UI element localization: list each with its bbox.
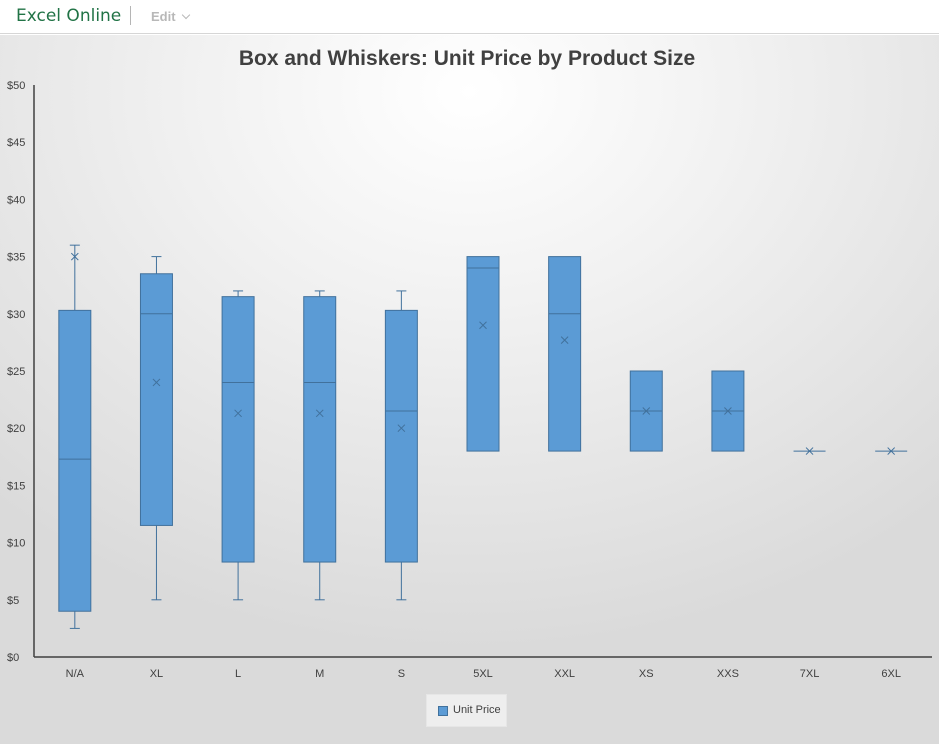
x-tick-label: S xyxy=(398,668,405,680)
mean-marker xyxy=(70,252,79,261)
edit-menu-label: Edit xyxy=(151,9,176,24)
box[interactable] xyxy=(548,256,582,452)
mean-marker xyxy=(479,321,487,330)
x-tick-label: 7XL xyxy=(800,668,820,680)
mean-marker xyxy=(724,407,732,415)
box-group xyxy=(711,370,745,452)
box-group xyxy=(875,447,908,455)
box-group xyxy=(139,256,173,601)
legend-swatch xyxy=(438,706,448,716)
x-tick-label: 5XL xyxy=(473,668,493,680)
y-tick-label: $40 xyxy=(7,194,25,206)
x-tick-label: N/A xyxy=(66,668,85,680)
y-tick-label: $10 xyxy=(7,538,25,550)
box-group xyxy=(793,447,826,455)
mean-marker xyxy=(805,447,814,455)
mean-marker xyxy=(315,409,324,418)
x-tick-label: XS xyxy=(639,668,654,680)
y-tick-label: $20 xyxy=(7,423,25,435)
y-tick-label: $35 xyxy=(7,252,25,264)
y-tick-label: $25 xyxy=(7,366,25,378)
box[interactable] xyxy=(466,256,500,452)
box[interactable] xyxy=(139,273,173,526)
x-tick-label: XXL xyxy=(554,668,575,680)
mean-marker xyxy=(397,424,406,433)
y-axis-ticks: $0 $5 $10 $15 $20 $25 $30 $35 $40 $45 $50 xyxy=(7,80,25,664)
box-group xyxy=(548,256,582,452)
y-tick-label: $5 xyxy=(7,595,19,607)
legend-label: Unit Price xyxy=(453,704,501,716)
mean-marker xyxy=(152,378,161,387)
chart-title: Box and Whiskers: Unit Price by Product … xyxy=(239,47,695,70)
x-tick-label: 6XL xyxy=(881,668,901,680)
box[interactable] xyxy=(384,309,418,563)
y-tick-label: $30 xyxy=(7,309,25,321)
box-group xyxy=(303,290,337,601)
x-tick-label: XXS xyxy=(717,668,739,680)
boxes xyxy=(58,244,908,629)
box[interactable] xyxy=(221,296,255,563)
y-tick-label: $50 xyxy=(7,80,25,92)
box-group xyxy=(58,244,92,629)
box-group xyxy=(466,256,500,452)
mean-marker xyxy=(642,407,651,415)
legend: Unit Price xyxy=(426,694,507,727)
header-divider xyxy=(130,6,131,25)
box[interactable] xyxy=(58,309,92,612)
x-tick-label: L xyxy=(235,668,241,680)
mean-marker xyxy=(560,336,569,344)
mean-marker xyxy=(234,409,242,418)
x-tick-label: M xyxy=(315,668,324,680)
box[interactable] xyxy=(303,296,337,563)
edit-menu-button[interactable]: Edit xyxy=(151,9,190,24)
x-tick-label: XL xyxy=(150,668,163,680)
y-tick-label: $45 xyxy=(7,137,25,149)
box-group xyxy=(384,290,418,601)
app-header: Excel Online Edit xyxy=(0,0,939,34)
y-tick-label: $15 xyxy=(7,480,25,492)
mean-marker xyxy=(887,447,896,455)
x-axis-ticks: N/A XL L M S 5XL XXL XS XXS 7XL 6XL xyxy=(66,668,901,680)
box-group xyxy=(221,290,255,601)
app-brand[interactable]: Excel Online xyxy=(16,6,122,26)
box-group xyxy=(629,370,663,452)
y-tick-label: $0 xyxy=(7,652,19,664)
